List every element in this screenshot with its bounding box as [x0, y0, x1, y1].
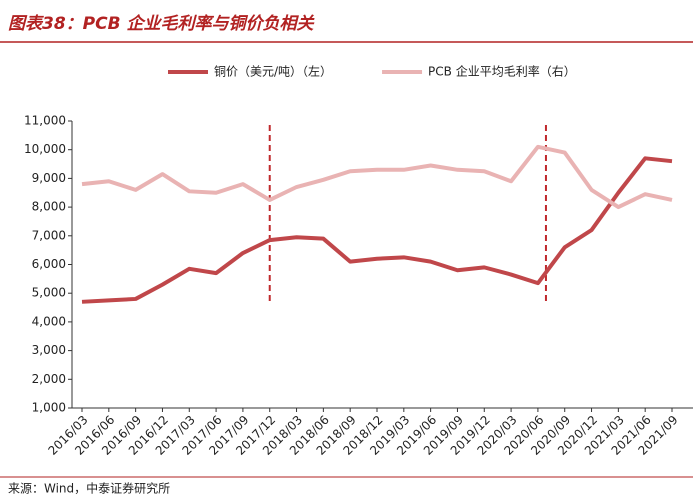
y-tick-label: 6,000 [32, 257, 66, 271]
y-tick-label: 9,000 [32, 171, 66, 185]
legend-label: 铜价（美元/吨）（左） [214, 64, 332, 79]
y-tick-label: 10,000 [24, 142, 66, 156]
y-tick-label: 4,000 [32, 314, 66, 328]
y-tick-label: 8,000 [32, 200, 66, 214]
y-tick-label: 11,000 [24, 114, 66, 128]
y-tick-label: 7,000 [32, 228, 66, 242]
series-line [81, 144, 673, 210]
y-tick-label: 5,000 [32, 286, 66, 300]
chart-title: 图表38：PCB 企业毛利率与铜价负相关 [8, 14, 315, 34]
y-tick-label: 3,000 [32, 343, 66, 357]
y-tick-label: 1,000 [32, 401, 66, 415]
source: 来源：Wind，中泰证券研究所 [8, 481, 170, 496]
legend-label: PCB 企业平均毛利率（右） [428, 64, 576, 79]
y-tick-label: 2,000 [32, 372, 66, 386]
series-line [81, 156, 673, 304]
